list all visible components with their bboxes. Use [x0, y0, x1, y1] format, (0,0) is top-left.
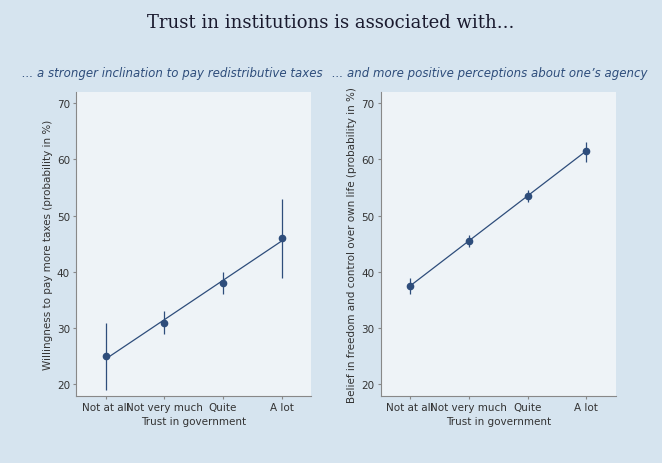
- Text: ... a stronger inclination to pay redistributive taxes: ... a stronger inclination to pay redist…: [22, 67, 322, 80]
- X-axis label: Trust in government: Trust in government: [446, 416, 551, 426]
- Y-axis label: Willingness to pay more taxes (probability in %): Willingness to pay more taxes (probabili…: [42, 119, 52, 369]
- X-axis label: Trust in government: Trust in government: [141, 416, 246, 426]
- Text: Trust in institutions is associated with...: Trust in institutions is associated with…: [148, 14, 514, 32]
- Text: ... and more positive perceptions about one’s agency: ... and more positive perceptions about …: [332, 67, 647, 80]
- Y-axis label: Belief in freedom and control over own life (probability in %): Belief in freedom and control over own l…: [347, 87, 357, 402]
